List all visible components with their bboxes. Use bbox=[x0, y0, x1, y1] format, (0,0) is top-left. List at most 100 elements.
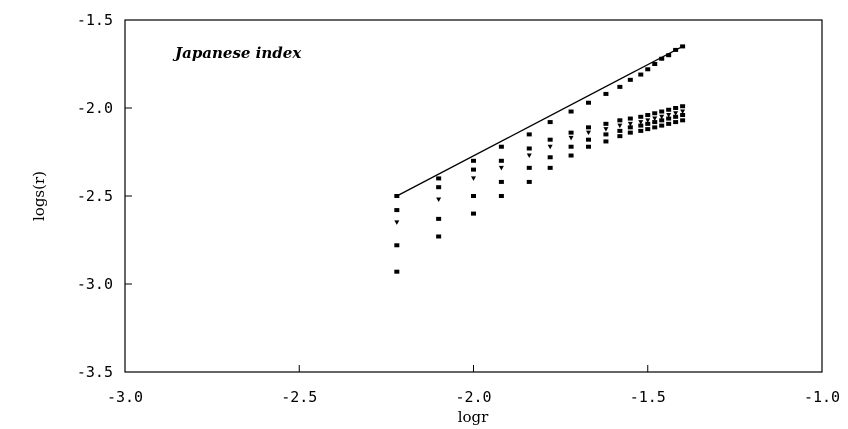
data-point-s0-0 bbox=[394, 194, 400, 198]
data-point-s2-14 bbox=[659, 114, 665, 120]
y-tick-label: -3.0 bbox=[77, 275, 113, 293]
x-tick-label: -2.0 bbox=[455, 388, 491, 406]
data-point-s0-2 bbox=[471, 158, 476, 163]
data-point-s4-17 bbox=[680, 118, 686, 123]
data-point-s1-10 bbox=[627, 116, 633, 121]
data-points bbox=[394, 44, 686, 274]
data-point-s0-12 bbox=[645, 67, 651, 72]
data-point-s3-16 bbox=[673, 114, 679, 119]
y-axis-ticks: -1.5 -2.0 -2.5 -3.0 -3.5 bbox=[77, 11, 132, 381]
data-point-s2-4 bbox=[526, 153, 532, 159]
data-point-s1-15 bbox=[666, 107, 672, 112]
x-axis-label: logr bbox=[458, 408, 489, 426]
data-point-s3-5 bbox=[547, 155, 553, 160]
data-point-s3-17 bbox=[680, 113, 686, 118]
y-tick-label: -2.5 bbox=[77, 187, 113, 205]
data-point-s2-13 bbox=[652, 116, 658, 122]
data-point-s4-16 bbox=[673, 120, 679, 125]
data-point-s3-15 bbox=[666, 116, 672, 121]
x-tick-label: -2.5 bbox=[281, 388, 317, 406]
x-tick-label: -1.5 bbox=[630, 388, 666, 406]
data-point-s3-7 bbox=[586, 137, 592, 142]
data-point-s4-7 bbox=[586, 144, 592, 149]
fit-line-group bbox=[396, 45, 683, 197]
data-point-s2-7 bbox=[586, 130, 592, 136]
data-point-s2-2 bbox=[471, 176, 476, 181]
data-point-s0-14 bbox=[659, 56, 665, 61]
data-point-s4-2 bbox=[471, 211, 476, 216]
data-point-s4-10 bbox=[627, 130, 633, 135]
data-point-s0-17 bbox=[680, 44, 686, 49]
data-point-s0-3 bbox=[498, 144, 504, 149]
data-point-s1-12 bbox=[645, 113, 651, 118]
y-axis-label: logs(r) bbox=[30, 171, 48, 221]
data-point-s1-2 bbox=[471, 167, 476, 172]
data-point-s3-9 bbox=[617, 128, 623, 133]
data-point-s4-5 bbox=[547, 165, 553, 170]
data-point-s0-7 bbox=[586, 100, 592, 105]
data-point-s0-15 bbox=[666, 53, 672, 58]
data-point-s2-11 bbox=[638, 120, 644, 125]
y-tick-label: -2.0 bbox=[77, 99, 113, 117]
data-point-s1-7 bbox=[586, 125, 592, 130]
data-point-s1-5 bbox=[547, 137, 553, 142]
data-point-s3-1 bbox=[436, 216, 442, 221]
data-point-s1-0 bbox=[394, 208, 400, 213]
data-point-s3-0 bbox=[394, 243, 400, 248]
data-point-s3-3 bbox=[498, 179, 504, 184]
data-point-s4-15 bbox=[666, 121, 672, 126]
data-point-s1-6 bbox=[568, 130, 574, 135]
data-point-s1-16 bbox=[673, 106, 679, 110]
data-point-s2-0 bbox=[394, 220, 400, 225]
data-point-s1-3 bbox=[498, 158, 504, 163]
data-point-s2-16 bbox=[673, 111, 679, 116]
data-point-s4-11 bbox=[638, 128, 644, 133]
data-point-s3-2 bbox=[471, 194, 476, 198]
data-point-s1-17 bbox=[680, 104, 686, 109]
data-point-s2-10 bbox=[627, 121, 633, 127]
data-point-s4-13 bbox=[652, 125, 658, 130]
data-point-s4-3 bbox=[498, 194, 504, 198]
data-point-s0-4 bbox=[526, 132, 532, 137]
data-point-s2-5 bbox=[547, 144, 553, 150]
data-point-s4-8 bbox=[603, 139, 609, 144]
data-point-s1-4 bbox=[526, 146, 532, 151]
data-point-s0-1 bbox=[436, 176, 442, 181]
data-point-s2-6 bbox=[568, 135, 574, 141]
data-point-s1-9 bbox=[617, 118, 623, 123]
x-tick-label: -1.0 bbox=[804, 388, 840, 406]
data-point-s1-8 bbox=[603, 121, 609, 126]
data-point-s3-14 bbox=[659, 118, 665, 123]
data-point-s0-11 bbox=[638, 72, 644, 77]
x-tick-label: -3.0 bbox=[107, 388, 143, 406]
y-tick-label: -1.5 bbox=[77, 11, 113, 29]
data-point-s0-10 bbox=[627, 77, 633, 82]
chart-title: Japanese index bbox=[172, 44, 302, 62]
data-point-s2-15 bbox=[666, 113, 672, 118]
data-point-s2-9 bbox=[617, 123, 623, 129]
data-point-s2-12 bbox=[645, 118, 651, 123]
data-point-s2-1 bbox=[436, 197, 442, 203]
data-point-s4-9 bbox=[617, 134, 623, 139]
data-point-s0-16 bbox=[673, 47, 679, 52]
data-point-s2-17 bbox=[680, 109, 686, 115]
data-point-s0-8 bbox=[603, 91, 609, 96]
data-point-s3-8 bbox=[603, 132, 609, 137]
data-point-s3-12 bbox=[645, 121, 651, 126]
data-point-s4-4 bbox=[526, 179, 532, 184]
data-point-s3-11 bbox=[638, 123, 644, 128]
data-point-s1-1 bbox=[436, 185, 442, 190]
data-point-s0-9 bbox=[617, 84, 623, 89]
data-point-s4-12 bbox=[645, 127, 651, 132]
data-point-s2-3 bbox=[498, 165, 504, 171]
data-point-s0-6 bbox=[568, 109, 574, 114]
x-axis-ticks: -3.0 -2.5 -2.0 -1.5 -1.0 bbox=[107, 365, 840, 406]
data-point-s3-6 bbox=[568, 144, 574, 149]
data-point-s3-4 bbox=[526, 165, 532, 170]
data-point-s1-14 bbox=[659, 109, 665, 114]
fit-line bbox=[396, 45, 683, 197]
data-point-s2-8 bbox=[603, 127, 609, 132]
data-point-s1-11 bbox=[638, 114, 644, 119]
data-point-s0-13 bbox=[652, 62, 658, 66]
